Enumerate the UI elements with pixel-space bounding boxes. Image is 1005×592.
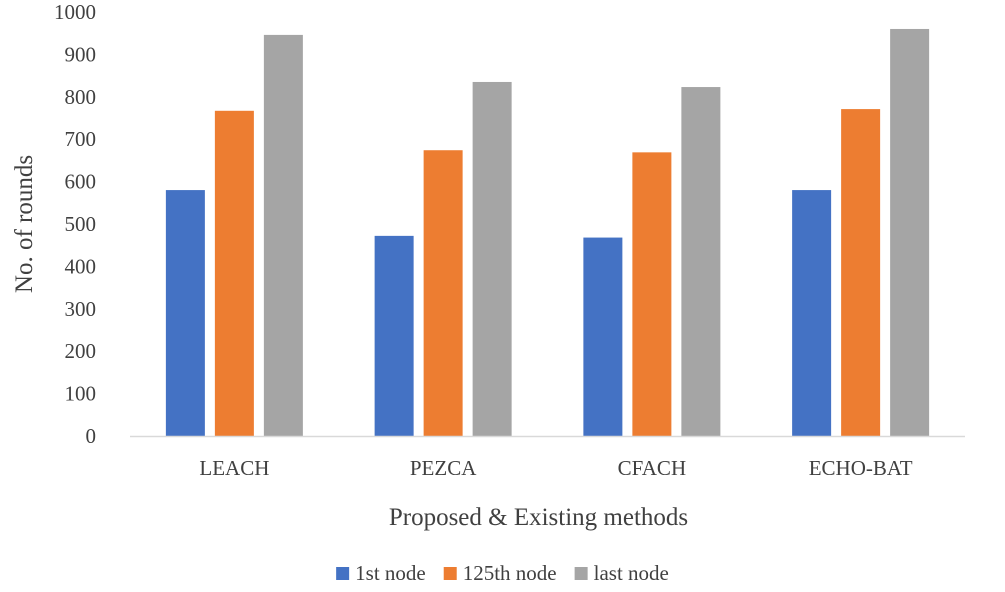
bars (165, 28, 930, 437)
y-tick-label: 300 (65, 297, 97, 321)
x-axis-ticks: LEACH PEZCA CFACH ECHO-BAT (199, 456, 912, 480)
y-tick-label: 0 (86, 424, 97, 448)
y-tick-label: 200 (65, 339, 97, 363)
legend-swatch (336, 567, 350, 580)
bar-leach-last-node (263, 34, 303, 437)
legend-label: 125th node (463, 561, 557, 585)
y-tick-label: 600 (65, 170, 97, 194)
y-tick-label: 700 (65, 127, 97, 151)
bar-cfach-1st-node (583, 237, 623, 436)
y-tick-label: 100 (65, 382, 97, 406)
y-tick-label: 900 (65, 42, 97, 66)
x-tick-label: LEACH (199, 456, 269, 480)
legend-swatch (574, 567, 588, 580)
y-tick-label: 800 (65, 85, 97, 109)
y-tick-label: 400 (65, 254, 97, 278)
bar-leach-1st-node (165, 190, 205, 436)
legend-label: last node (594, 561, 669, 585)
bar-pezca-1st-node (374, 235, 414, 436)
x-tick-label: CFACH (618, 456, 686, 480)
y-axis-title: No. of rounds (11, 155, 38, 293)
bar-cfach-125th-node (632, 152, 672, 436)
bar-echo-bat-125th-node (841, 109, 881, 436)
y-tick-label: 1000 (54, 0, 96, 24)
legend-swatch (443, 567, 457, 580)
bar-pezca-125th-node (423, 150, 463, 436)
bar-leach-125th-node (214, 110, 254, 437)
y-tick-label: 500 (65, 212, 97, 236)
bar-echo-bat-last-node (890, 28, 930, 437)
legend: 1st node 125th node last node (336, 561, 669, 585)
bar-pezca-last-node (472, 81, 512, 437)
y-axis-ticks: 0 100 200 300 400 500 600 700 800 900 1000 (54, 0, 96, 448)
bar-echo-bat-1st-node (792, 190, 832, 436)
legend-item-125th-node: 125th node (443, 561, 557, 585)
x-tick-label: ECHO-BAT (809, 456, 913, 480)
legend-item-last-node: last node (574, 561, 669, 585)
legend-item-1st-node: 1st node (336, 561, 426, 585)
bar-cfach-last-node (681, 87, 721, 436)
x-axis-title: Proposed & Existing methods (389, 504, 688, 531)
legend-label: 1st node (355, 561, 426, 585)
x-tick-label: PEZCA (410, 456, 477, 480)
